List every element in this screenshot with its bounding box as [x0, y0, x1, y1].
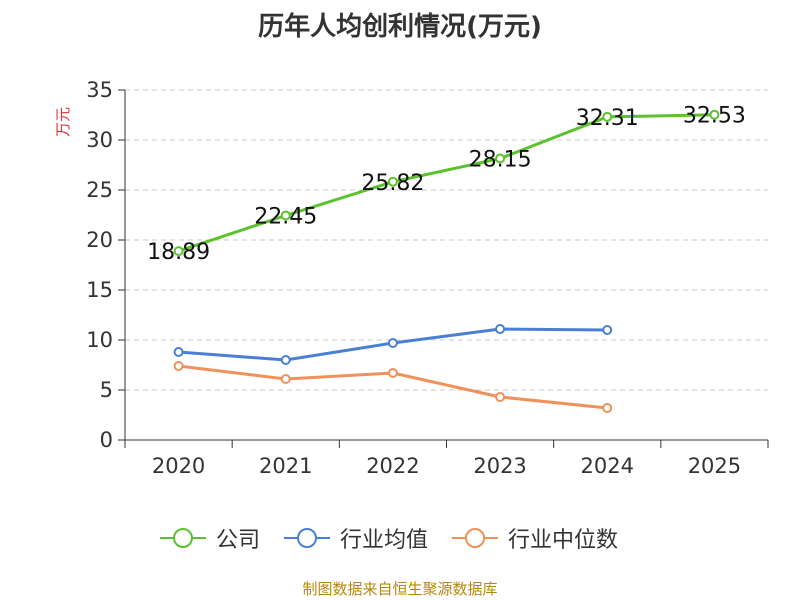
y-axis-title: 万元: [54, 107, 72, 137]
series-0-point-2022: [387, 176, 398, 187]
series-0-point-2021: [280, 210, 291, 221]
series-1-point-2021: [280, 355, 291, 365]
x-tick-label-2025: 2025: [688, 454, 741, 478]
chart-title: 历年人均创利情况(万元): [258, 12, 542, 42]
data-label-2022: 25.82: [361, 171, 424, 196]
y-tick-label-0: 0: [100, 428, 113, 452]
series-2-point-2023: [495, 392, 506, 402]
y-tick-label-30: 30: [86, 128, 113, 152]
series-1-point-2022: [387, 338, 398, 348]
source-note: 制图数据来自恒生聚源数据库: [302, 580, 498, 598]
series-2-point-2020: [173, 361, 184, 371]
legend-item-company[interactable]: 公司: [158, 522, 260, 554]
legend-label-industry-median: 行业中位数: [508, 528, 619, 553]
y-tick-label-5: 5: [100, 378, 113, 402]
y-tick-label-10: 10: [86, 328, 113, 352]
data-label-2025: 32.53: [683, 104, 746, 129]
legend-marker-industry-mean-icon: [284, 528, 331, 548]
series-2-point-2022: [387, 368, 398, 378]
legend-item-industry-median[interactable]: 行业中位数: [450, 522, 618, 554]
series-1-point-2023: [495, 324, 506, 334]
y-tick-label-15: 15: [86, 278, 113, 302]
data-labels: 18.89 22.45 25.82 28.15 32.31 32.53: [147, 104, 746, 265]
legend: 公司 行业均值 行业中位数: [158, 522, 640, 554]
legend-item-industry-mean[interactable]: 行业均值: [282, 522, 428, 554]
series-line-0: [178, 113, 715, 253]
x-tick-label-2021: 2021: [259, 454, 312, 478]
legend-label-company: 公司: [216, 528, 261, 553]
y-tick-label-35: 35: [86, 78, 113, 102]
legend-label-industry-mean: 行业均值: [340, 528, 429, 553]
legend-marker-industry-median-icon: [452, 528, 499, 548]
data-label-2024: 32.31: [576, 106, 639, 131]
x-tick-label-2020: 2020: [152, 454, 205, 478]
data-label-2021: 22.45: [254, 205, 317, 230]
x-tick-label-2022: 2022: [366, 454, 419, 478]
x-tick-label-2023: 2023: [473, 454, 526, 478]
series-2-point-2021: [280, 374, 291, 384]
gridlines: [125, 89, 768, 391]
legend-marker-company-icon: [160, 528, 206, 548]
series-0-point-2025: [709, 109, 720, 120]
series-1-point-2024: [602, 325, 613, 335]
series-layer: [173, 109, 720, 413]
series-2-point-2024: [602, 403, 613, 413]
y-tick-label-20: 20: [86, 228, 113, 252]
data-label-2020: 18.89: [147, 240, 210, 265]
y-tick-label-25: 25: [86, 178, 113, 202]
series-0-point-2024: [602, 111, 613, 122]
data-label-2023: 28.15: [469, 148, 532, 173]
x-tick-label-2024: 2024: [581, 454, 634, 478]
series-0-point-2020: [173, 246, 184, 257]
series-1-point-2020: [173, 347, 184, 357]
series-0-point-2023: [495, 153, 506, 164]
